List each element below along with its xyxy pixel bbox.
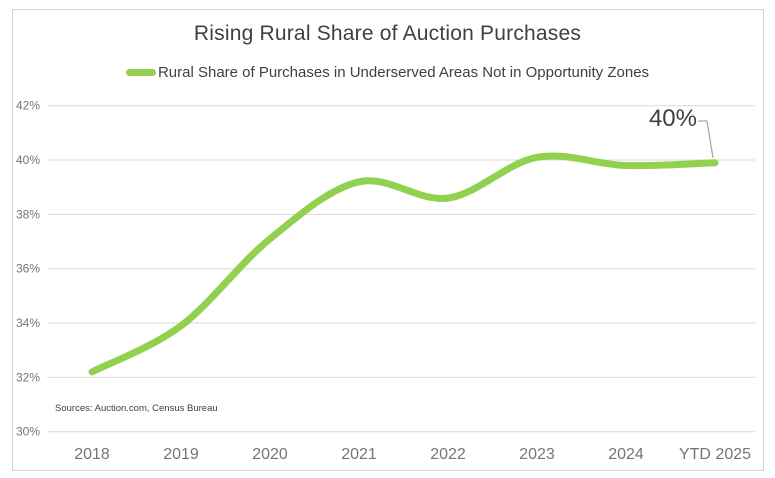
legend-line-marker-icon	[125, 68, 156, 76]
x-tick-label: 2024	[608, 446, 644, 463]
y-tick-label: 42%	[16, 99, 40, 113]
y-tick-label: 38%	[16, 207, 40, 221]
legend-label: Rural Share of Purchases in Underserved …	[157, 63, 650, 81]
annotation-callout-line	[698, 120, 714, 158]
x-tick-label: 2021	[341, 446, 377, 463]
series-line	[88, 152, 719, 376]
y-tick-label: 40%	[16, 153, 40, 167]
legend: Rural Share of Purchases in Underserved …	[0, 62, 775, 82]
x-tick-label: YTD 2025	[679, 446, 751, 463]
y-tick-label: 36%	[16, 262, 40, 276]
x-tick-label: 2020	[252, 446, 288, 463]
end-value-annotation: 40%	[648, 105, 697, 132]
y-tick-label: 32%	[16, 370, 40, 384]
x-tick-label: 2022	[430, 446, 466, 463]
chart-border	[12, 9, 764, 471]
sources-note: Sources: Auction.com, Census Bureau	[55, 403, 218, 414]
y-tick-label: 30%	[16, 425, 40, 439]
x-tick-label: 2018	[74, 446, 110, 463]
x-tick-label: 2019	[163, 446, 199, 463]
x-tick-label: 2023	[519, 446, 555, 463]
y-tick-label: 34%	[16, 316, 40, 330]
chart-title: Rising Rural Share of Auction Purchases	[193, 22, 582, 45]
